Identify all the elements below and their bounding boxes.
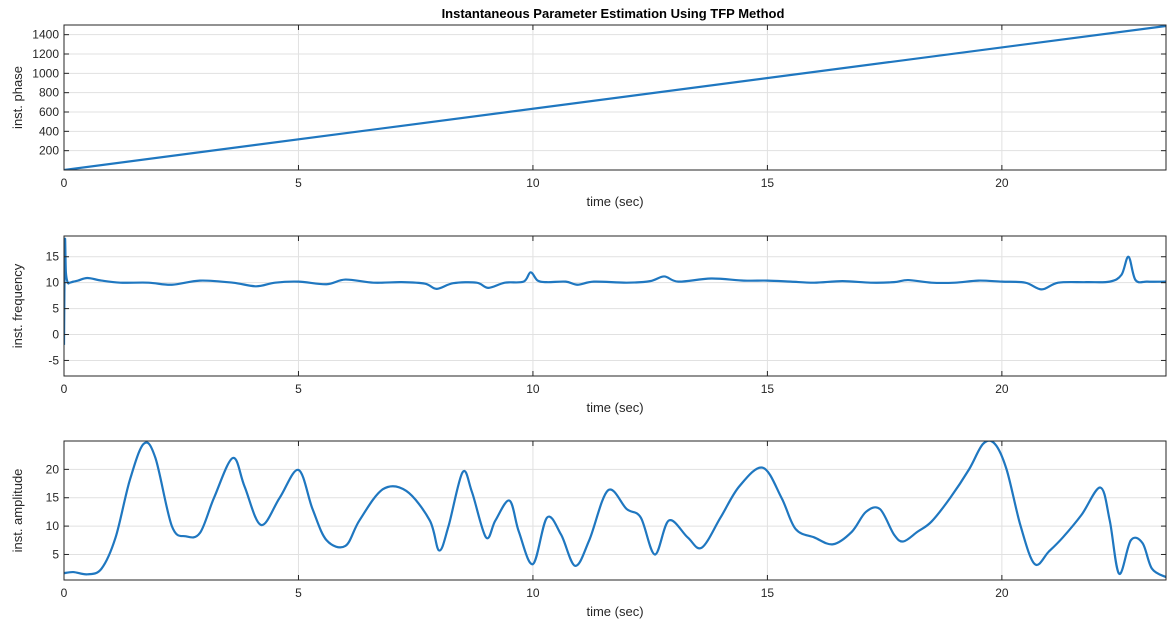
frequency-series-line xyxy=(64,237,1166,345)
x-tick-label: 5 xyxy=(295,586,302,600)
y-tick-label: 1000 xyxy=(32,66,59,80)
y-axis-label: inst. phase xyxy=(10,66,25,129)
x-tick-label: 0 xyxy=(61,586,68,600)
x-tick-label: 20 xyxy=(995,382,1009,396)
x-tick-label: 5 xyxy=(295,382,302,396)
x-tick-label: 20 xyxy=(995,586,1009,600)
chart-title: Instantaneous Parameter Estimation Using… xyxy=(442,6,785,21)
y-tick-label: 20 xyxy=(46,462,60,476)
y-tick-label: 10 xyxy=(46,276,60,290)
axes-box xyxy=(63,235,1167,377)
phase-series-line xyxy=(64,25,1166,170)
x-tick-label: 0 xyxy=(61,382,68,396)
y-axis-label: inst. frequency xyxy=(10,263,25,348)
amplitude-series-line xyxy=(64,441,1166,579)
y-tick-label: 10 xyxy=(46,519,60,533)
y-tick-label: 600 xyxy=(39,105,59,119)
y-tick-label: 15 xyxy=(46,491,60,505)
y-axis-label: inst. amplitude xyxy=(10,469,25,553)
axes-box xyxy=(63,440,1167,581)
frequency-panel: 0 5 10 15 20 -5 0 5 10 15 time (sec) inst. frequenc… xyxy=(10,235,1167,415)
y-tick-label: 800 xyxy=(39,86,59,100)
x-tick-label: 10 xyxy=(526,176,540,190)
x-tick-label: 15 xyxy=(761,176,775,190)
plot-area xyxy=(64,441,1166,580)
amplitude-panel: 0 5 10 15 20 5 10 15 20 time (sec) inst. amplitude xyxy=(10,440,1167,619)
y-tick-label: 15 xyxy=(46,250,60,264)
y-tick-label: 5 xyxy=(52,547,59,561)
y-tick-label: 0 xyxy=(52,328,59,342)
x-tick-label: 10 xyxy=(526,586,540,600)
x-tick-label: 15 xyxy=(761,382,775,396)
axes-box xyxy=(63,24,1167,171)
phase-panel: 0 5 10 15 20 200 400 600 800 1000 1200 1400 time (se… xyxy=(10,24,1167,209)
x-tick-label: 5 xyxy=(295,176,302,190)
x-tick-label: 15 xyxy=(761,586,775,600)
x-tick-label: 0 xyxy=(61,176,68,190)
y-tick-label: 5 xyxy=(52,302,59,316)
y-tick-label: 400 xyxy=(39,124,59,138)
x-tick-label: 20 xyxy=(995,176,1009,190)
y-tick-label: 200 xyxy=(39,144,59,158)
y-tick-label: -5 xyxy=(48,353,59,367)
y-tick-label: 1200 xyxy=(32,47,59,61)
plot-area xyxy=(64,236,1166,376)
y-tick-label: 1400 xyxy=(32,28,59,42)
x-axis-label: time (sec) xyxy=(586,194,643,209)
x-axis-label: time (sec) xyxy=(586,400,643,415)
x-tick-label: 10 xyxy=(526,382,540,396)
x-axis-label: time (sec) xyxy=(586,604,643,619)
